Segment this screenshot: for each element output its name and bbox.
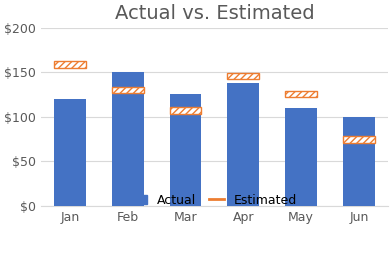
Legend: Actual, Estimated: Actual, Estimated (132, 194, 297, 207)
Bar (227, 73, 259, 79)
Bar (343, 117, 375, 206)
Bar (54, 99, 86, 206)
Bar (227, 83, 259, 206)
Bar (343, 136, 375, 143)
Bar (285, 91, 317, 97)
Bar (285, 108, 317, 206)
Bar (170, 95, 201, 206)
Bar (112, 72, 143, 206)
Bar (112, 87, 143, 93)
Title: Actual vs. Estimated: Actual vs. Estimated (114, 4, 314, 23)
Bar (170, 107, 201, 114)
Bar (54, 60, 86, 68)
